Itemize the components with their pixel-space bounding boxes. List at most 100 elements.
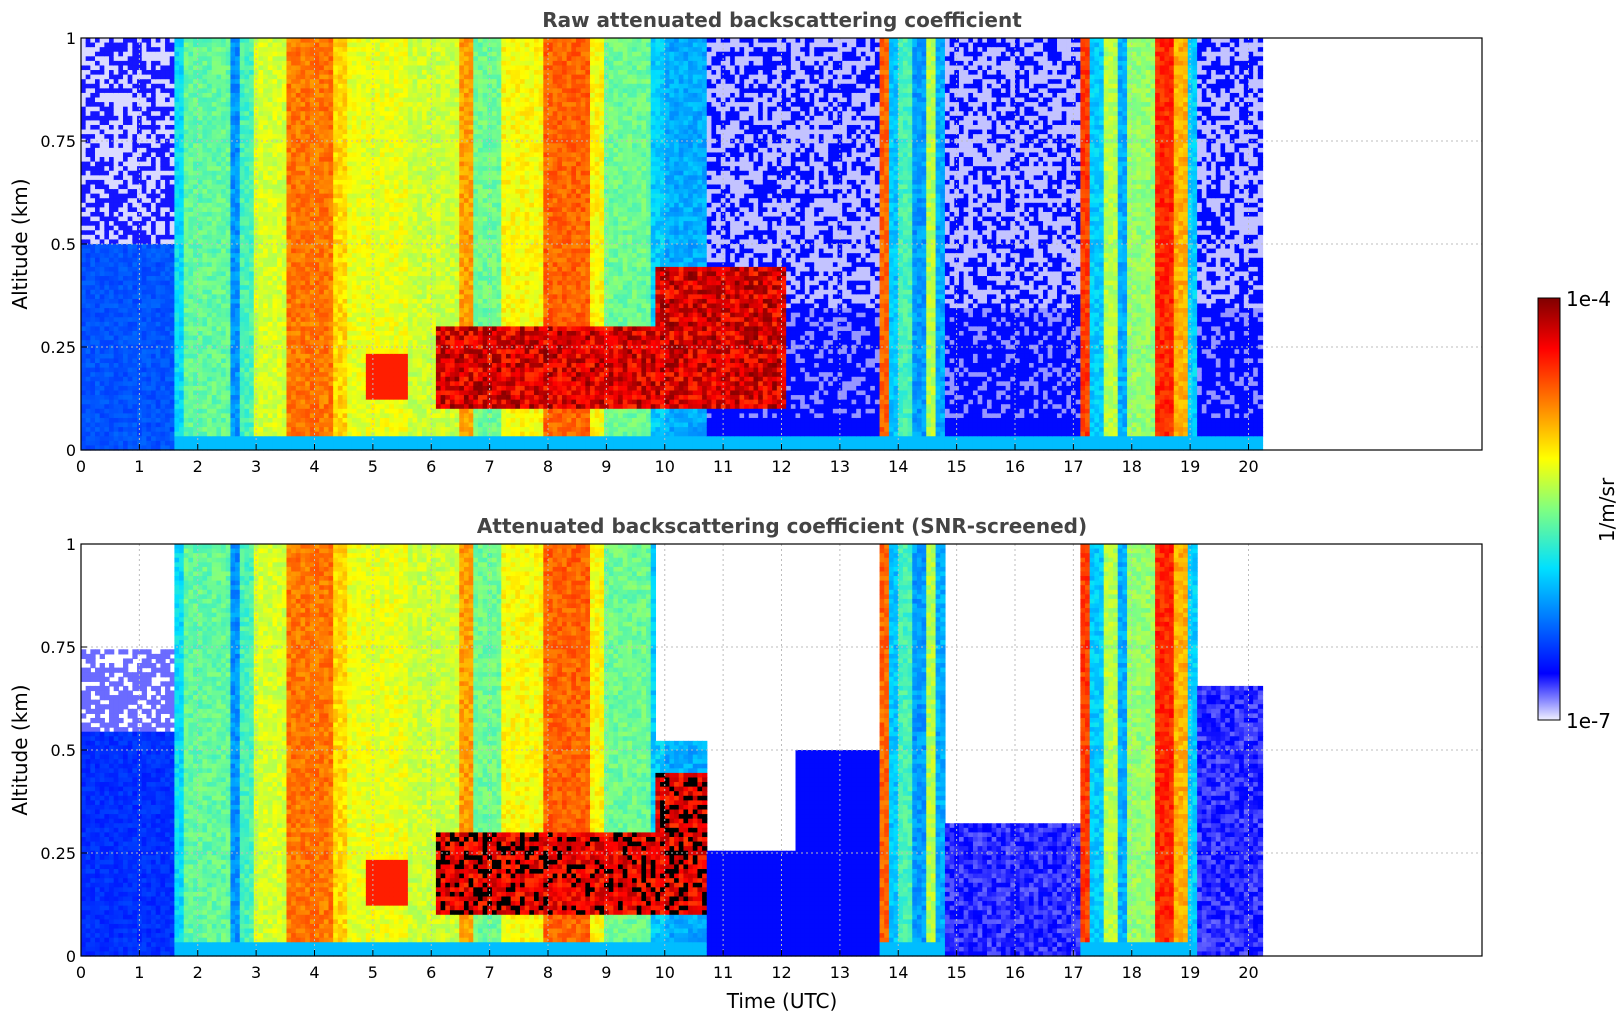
heatmap-cell [300, 335, 306, 341]
heatmap-cell [225, 179, 232, 186]
heatmap-cell [104, 326, 110, 332]
heatmap-cell [295, 404, 302, 410]
heatmap-cell [90, 358, 96, 364]
heatmap-cell [295, 202, 302, 208]
heatmap-cell [141, 38, 147, 44]
heatmap-cell [197, 417, 204, 424]
heatmap-cell [230, 358, 236, 364]
heatmap-cell [281, 257, 288, 263]
heatmap-cell [179, 120, 185, 126]
heatmap-cell [258, 51, 264, 57]
heatmap-cell [169, 152, 175, 158]
heatmap-cell [216, 42, 222, 48]
heatmap-cell [113, 289, 119, 295]
heatmap-cell [155, 408, 161, 414]
heatmap-cell [244, 363, 250, 369]
heatmap-cell [141, 440, 147, 447]
heatmap-cell [104, 298, 110, 305]
heatmap-cell [333, 404, 339, 410]
heatmap-cell [207, 353, 213, 360]
heatmap-cell [127, 399, 133, 405]
heatmap-cell [211, 170, 218, 176]
heatmap-cell [118, 253, 124, 259]
heatmap-cell [132, 161, 138, 167]
heatmap-cell [291, 143, 297, 149]
heatmap-cell [183, 79, 190, 85]
heatmap-cell [118, 436, 124, 442]
heatmap-cell [333, 344, 339, 350]
heatmap-cell [267, 385, 274, 392]
heatmap-cell [258, 294, 264, 300]
heatmap-cell [221, 179, 227, 186]
heatmap-cell [286, 395, 292, 401]
heatmap-cell [118, 65, 124, 71]
heatmap-cell [146, 47, 152, 53]
heatmap-cell [99, 303, 105, 309]
heatmap-cell [127, 422, 133, 428]
heatmap-cell [319, 276, 325, 282]
heatmap-cell [137, 202, 143, 208]
heatmap-cell [314, 124, 320, 131]
heatmap-cell [323, 234, 330, 241]
heatmap-cell [272, 211, 278, 218]
heatmap-cell [319, 326, 325, 332]
heatmap-cell [155, 42, 161, 48]
heatmap-cell [118, 79, 124, 85]
heatmap-cell [113, 376, 119, 382]
heatmap-cell [90, 340, 96, 346]
heatmap-cell [127, 244, 133, 250]
heatmap-cell [239, 427, 246, 433]
heatmap-cell [85, 230, 91, 236]
heatmap-cell [109, 262, 115, 268]
heatmap-cell [183, 47, 190, 53]
heatmap-cell [235, 358, 241, 364]
heatmap-cell [230, 440, 236, 447]
heatmap-cell [314, 253, 320, 259]
heatmap-cell [295, 111, 302, 117]
heatmap-cell [104, 294, 110, 300]
heatmap-cell [183, 440, 190, 447]
heatmap-cell [179, 56, 185, 62]
heatmap-cell [244, 285, 250, 291]
heatmap-cell [104, 106, 110, 112]
heatmap-cell [323, 56, 330, 62]
heatmap-cell [127, 262, 133, 268]
heatmap-cell [244, 335, 250, 341]
heatmap-cell [174, 335, 180, 341]
heatmap-cell [183, 51, 190, 57]
heatmap-cell [277, 193, 283, 199]
heatmap-cell [225, 230, 232, 236]
heatmap-cell [141, 83, 147, 89]
heatmap-cell [104, 321, 110, 327]
heatmap-cell [249, 102, 255, 108]
heatmap-cell [197, 74, 204, 80]
heatmap-cell [90, 399, 96, 405]
heatmap-cell [188, 289, 194, 295]
heatmap-cell [174, 216, 180, 222]
heatmap-cell [207, 202, 213, 208]
heatmap-cell [118, 166, 124, 172]
heatmap-cell [239, 436, 246, 442]
heatmap-cell [235, 234, 241, 241]
heatmap-cell [277, 129, 283, 135]
heatmap-cell [211, 134, 218, 140]
heatmap-cell [295, 395, 302, 401]
heatmap-cell [165, 276, 171, 282]
heatmap-cell [319, 56, 325, 62]
heatmap-cell [85, 92, 91, 99]
heatmap-cell [211, 124, 218, 131]
heatmap-cell [267, 404, 274, 410]
heatmap-cell [305, 83, 311, 89]
heatmap-cell [221, 47, 227, 53]
heatmap-cell [197, 189, 204, 195]
heatmap-cell [95, 74, 101, 80]
heatmap-cell [328, 79, 334, 85]
heatmap-cell [179, 230, 185, 236]
heatmap-cell [267, 239, 274, 245]
heatmap-cell [151, 385, 157, 392]
heatmap-cell [230, 395, 236, 401]
heatmap-cell [141, 189, 147, 195]
heatmap-cell [272, 102, 278, 108]
heatmap-cell [141, 326, 147, 332]
heatmap-cell [109, 129, 115, 135]
